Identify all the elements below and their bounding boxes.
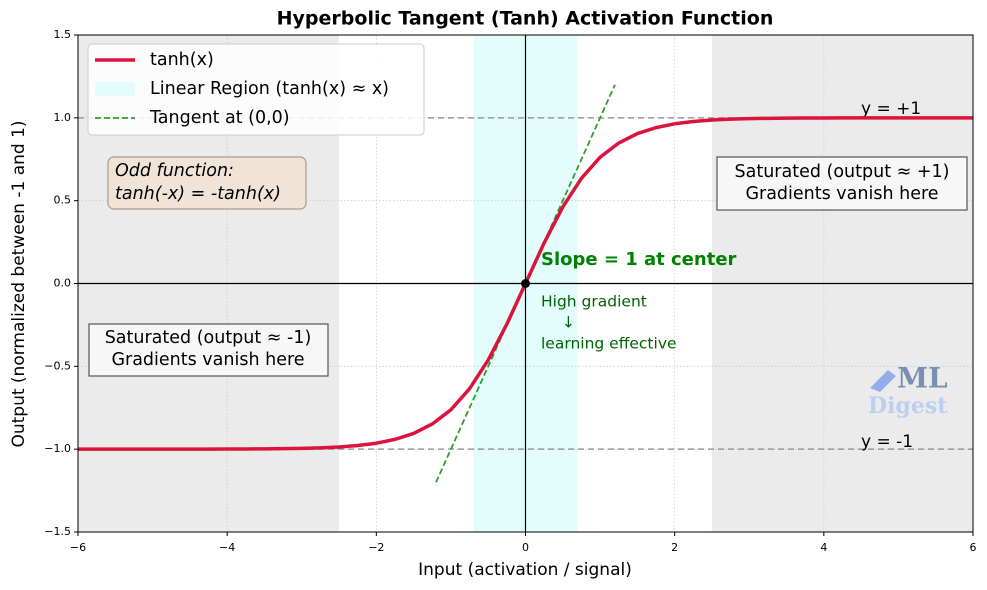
y-tick-label: −1.5 xyxy=(44,525,71,538)
x-tick-label: −2 xyxy=(368,541,384,554)
y-tick-label: −1.0 xyxy=(44,442,71,455)
annotation: High gradient xyxy=(541,293,647,311)
annotation: ↓ xyxy=(562,314,575,332)
watermark: ML xyxy=(897,362,948,395)
annotation: Saturated (output ≈ -1) xyxy=(105,328,312,348)
y-tick-label: 0.5 xyxy=(54,194,72,207)
y-tick-label: 0.0 xyxy=(54,277,72,290)
plot-border xyxy=(77,34,974,533)
legend: tanh(x) Linear Region (tanh(x) ≈ x) Tangen… xyxy=(87,43,425,136)
x-tick-label: −4 xyxy=(219,541,235,554)
legend-box xyxy=(87,43,425,136)
legend-swatch xyxy=(95,82,135,96)
legend-label: Tangent at (0,0) xyxy=(149,108,290,128)
x-tick-label: 2 xyxy=(671,541,678,554)
x-tick-label: 0 xyxy=(522,541,529,554)
x-axis-label: Input (activation / signal) xyxy=(418,560,632,580)
legend-label: Linear Region (tanh(x) ≈ x) xyxy=(150,79,389,99)
y-tick-label: 1.5 xyxy=(54,28,72,41)
annotation: learning effective xyxy=(541,335,677,353)
annotation: tanh(-x) = -tanh(x) xyxy=(115,184,281,204)
annotation: Slope = 1 at center xyxy=(541,249,737,270)
legend-label: tanh(x) xyxy=(150,50,214,70)
y-tick-label: 1.0 xyxy=(54,111,72,124)
x-tick-label: 4 xyxy=(820,541,827,554)
y-axis-label: Output (normalized between -1 and 1) xyxy=(9,120,29,447)
origin-point xyxy=(521,279,530,288)
x-tick-label: −6 xyxy=(70,541,86,554)
annotation: Saturated (output ≈ +1) xyxy=(735,162,950,182)
watermark: Digest xyxy=(868,393,948,419)
annotation: Gradients vanish here xyxy=(111,350,304,370)
annotation: Odd function: xyxy=(115,161,234,181)
reference-label: y = +1 xyxy=(861,99,921,119)
watermark-icon xyxy=(870,370,896,392)
x-tick-label: 6 xyxy=(970,541,977,554)
reference-label: y = -1 xyxy=(861,432,913,452)
chart-title: Hyperbolic Tangent (Tanh) Activation Fun… xyxy=(277,8,774,30)
annotation: Gradients vanish here xyxy=(745,184,938,204)
annotation-box xyxy=(716,156,968,211)
annotation-box xyxy=(107,156,307,210)
y-tick-label: −0.5 xyxy=(44,359,71,372)
annotation-box xyxy=(88,323,329,377)
